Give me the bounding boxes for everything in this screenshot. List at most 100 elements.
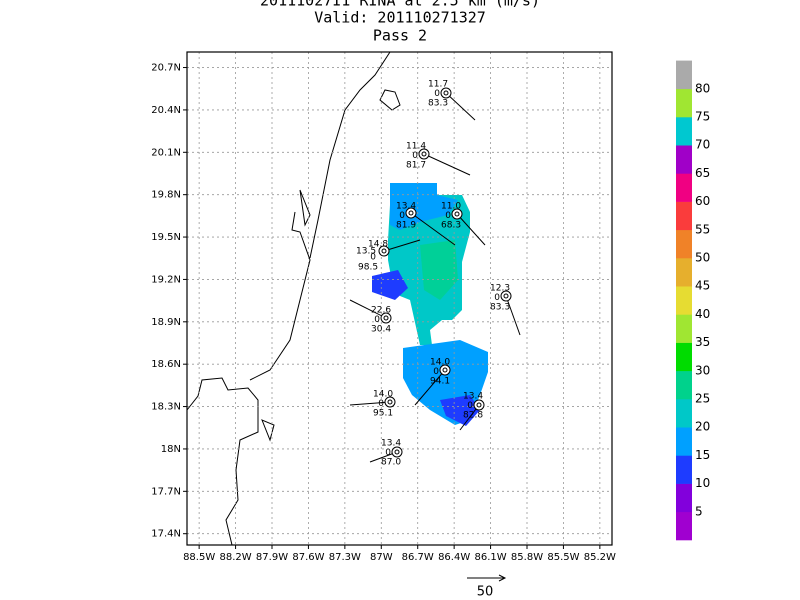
station-ring — [378, 245, 390, 257]
colorbar-label: 45 — [695, 279, 710, 293]
colorbar-label: 70 — [695, 138, 710, 152]
station-label: 98.5 — [358, 263, 378, 273]
colorbar-label: 75 — [695, 110, 710, 124]
y-tick-label: 17.4N — [151, 529, 181, 540]
y-tick-label: 18.6N — [151, 359, 181, 370]
x-tick-label: 87W — [370, 552, 393, 563]
x-tick-label: 88.2W — [219, 552, 251, 563]
station-ring — [405, 207, 417, 219]
station-label: 83.3 — [490, 303, 510, 313]
station-ring — [380, 312, 392, 324]
wind-barb — [505, 295, 521, 336]
x-tick-label: 87.9W — [256, 552, 288, 563]
y-tick-label: 18.3N — [151, 402, 181, 413]
station-label: 0 — [494, 293, 500, 303]
wind-barb — [445, 92, 476, 121]
shade-area — [420, 240, 458, 300]
station-label: 0 — [434, 89, 440, 99]
title-line: 20111027I1 RINA at 2.5 km (m/s) — [260, 0, 540, 10]
x-tick-label: 85.5W — [547, 552, 579, 563]
station-label: 11.4 — [406, 142, 426, 152]
station-label: 0 — [370, 253, 376, 263]
station-label: 0 — [385, 448, 391, 458]
y-tick-label: 19.8N — [151, 190, 181, 201]
station-dot — [443, 90, 449, 96]
station-dot — [394, 449, 400, 455]
colorbar-label: 50 — [695, 251, 710, 265]
colorbar-segment — [676, 427, 692, 456]
station-dot — [442, 367, 448, 373]
scale-arrow-label: 50 — [477, 585, 494, 600]
colorbar-segment — [676, 145, 692, 174]
colorbar-label: 60 — [695, 194, 710, 208]
station-label: 11.7 — [428, 80, 448, 90]
station-label: 81.9 — [396, 221, 416, 231]
x-tick-label: 86.4W — [438, 552, 470, 563]
y-tick-label: 18.9N — [151, 317, 181, 328]
colorbar-label: 20 — [695, 420, 710, 434]
colorbar-label: 10 — [695, 476, 710, 490]
station-label: 13.4 — [381, 439, 401, 449]
plot-frame — [186, 51, 613, 546]
wind-barb — [423, 153, 471, 176]
station-label: 0 — [374, 315, 380, 325]
station-label: 13.5 — [356, 247, 376, 257]
x-tick-label: 86.1W — [474, 552, 506, 563]
station-label: 13.4 — [396, 202, 416, 212]
colorbar-segment — [676, 342, 692, 372]
station-dot — [503, 293, 509, 299]
colorbar-label: 25 — [695, 392, 710, 406]
station-ring — [451, 208, 463, 220]
station-ring — [500, 290, 512, 302]
wind-barb — [383, 239, 421, 252]
wind-barb — [456, 213, 486, 246]
station-label: 0 — [445, 211, 451, 221]
colorbar-segment — [676, 258, 692, 287]
station-label: 0 — [399, 211, 405, 221]
station-label: 0 — [412, 151, 418, 161]
colorbar-segment — [676, 370, 692, 400]
scale-arrowhead — [498, 574, 507, 582]
station-dot — [421, 151, 427, 157]
station-ring — [384, 396, 396, 408]
station-label: 14.0 — [430, 358, 450, 368]
station-label: 68.3 — [441, 221, 461, 231]
station-ring — [440, 87, 452, 99]
station-dot — [476, 402, 482, 408]
colorbar-segment — [676, 455, 692, 484]
shade-area — [440, 395, 480, 426]
colorbar-segment — [676, 173, 692, 202]
title-line: Pass 2 — [373, 27, 427, 45]
colorbar-label: 80 — [695, 81, 710, 95]
colorbar-label: 35 — [695, 335, 710, 349]
colorbar-segment — [676, 314, 692, 343]
station-label: 0 — [467, 401, 473, 411]
colorbar-label: 30 — [695, 363, 710, 377]
y-tick-label: 20.7N — [151, 63, 181, 74]
colorbar-segment — [676, 229, 692, 259]
station-ring — [439, 364, 451, 376]
coastline — [186, 51, 401, 546]
title-line: Valid: 201110271327 — [314, 9, 486, 27]
colorbar-segment — [676, 201, 692, 231]
x-tick-label: 85.2W — [584, 552, 616, 563]
y-tick-label: 20.1N — [151, 147, 181, 158]
colorbar-segment — [676, 286, 692, 315]
x-tick-label: 87.6W — [292, 552, 324, 563]
x-tick-label: 87.3W — [329, 552, 361, 563]
x-tick-label: 88.5W — [183, 552, 215, 563]
station-label: 83.3 — [428, 99, 448, 109]
station-label: 14.0 — [373, 390, 393, 400]
colorbar-segment — [676, 117, 692, 146]
colorbar-label: 5 — [695, 504, 703, 518]
y-tick-label: 18N — [161, 444, 181, 455]
colorbar-segment — [676, 88, 692, 118]
